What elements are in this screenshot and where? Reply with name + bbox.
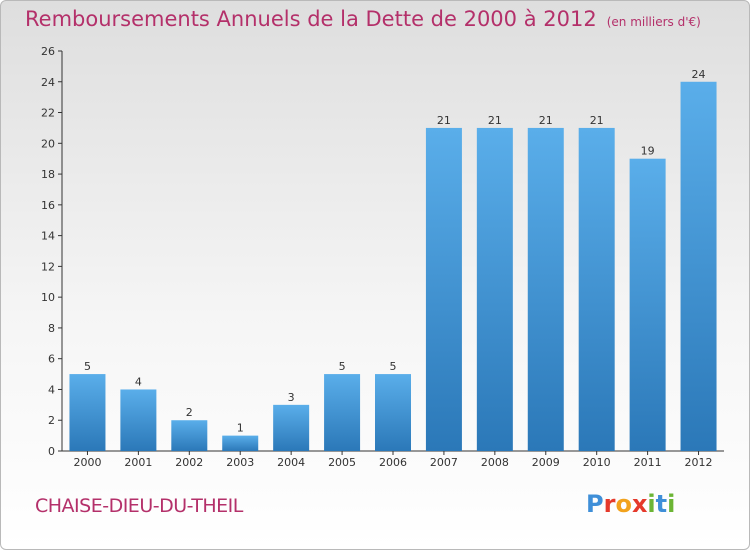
bar	[120, 389, 157, 451]
x-tick-label: 2009	[532, 456, 560, 469]
x-tick-label: 2010	[583, 456, 611, 469]
x-tick-label: 2011	[634, 456, 662, 469]
plot-area: 0246810121416182022242652000420012200212…	[41, 45, 724, 469]
y-tick-label: 24	[41, 76, 55, 89]
bar-value-label: 24	[692, 68, 706, 81]
y-tick-label: 16	[41, 199, 55, 212]
x-tick-label: 2006	[379, 456, 407, 469]
bar	[629, 158, 666, 451]
bar	[273, 404, 310, 451]
y-tick-label: 18	[41, 168, 55, 181]
bar	[425, 127, 462, 451]
bar	[578, 127, 615, 451]
x-tick-label: 2002	[175, 456, 203, 469]
y-tick-label: 8	[48, 322, 55, 335]
bar-value-label: 21	[437, 114, 451, 127]
y-tick-label: 6	[48, 353, 55, 366]
logo-letter: i	[667, 490, 676, 518]
bar	[476, 127, 513, 451]
bar-value-label: 5	[84, 360, 91, 373]
bar	[222, 435, 259, 451]
logo-letter: P	[586, 490, 604, 518]
bar-value-label: 5	[390, 360, 397, 373]
y-tick-label: 22	[41, 107, 55, 120]
bar-value-label: 1	[237, 422, 244, 435]
y-tick-label: 14	[41, 230, 55, 243]
x-tick-label: 2005	[328, 456, 356, 469]
proxiti-logo: Proxiti	[586, 490, 675, 518]
bar-value-label: 21	[590, 114, 604, 127]
bar-value-label: 3	[288, 391, 295, 404]
bar-value-label: 21	[539, 114, 553, 127]
y-tick-label: 12	[41, 260, 55, 273]
x-tick-label: 2008	[481, 456, 509, 469]
commune-name: CHAISE-DIEU-DU-THEIL	[35, 495, 243, 517]
bar-value-label: 4	[135, 375, 142, 388]
y-tick-label: 0	[48, 445, 55, 458]
logo-letter: r	[603, 490, 616, 518]
bar	[680, 81, 717, 452]
y-tick-label: 26	[41, 45, 55, 58]
bar-value-label: 19	[641, 145, 655, 158]
logo-letter: i	[647, 490, 656, 518]
bar	[324, 374, 361, 451]
logo-letter: x	[631, 490, 648, 518]
bar-value-label: 2	[186, 406, 193, 419]
x-tick-label: 2001	[124, 456, 152, 469]
bar	[375, 374, 411, 451]
y-tick-label: 20	[41, 137, 55, 150]
chart-title-text: Remboursements Annuels de la Dette de 20…	[25, 7, 597, 31]
bar	[69, 374, 106, 451]
chart-subtitle: (en milliers d'€)	[606, 15, 701, 29]
x-tick-label: 2004	[277, 456, 305, 469]
x-tick-label: 2000	[73, 456, 101, 469]
x-tick-label: 2012	[685, 456, 713, 469]
bar-value-label: 21	[488, 114, 502, 127]
bar	[171, 420, 208, 451]
y-tick-label: 2	[48, 414, 55, 427]
y-tick-label: 10	[41, 291, 55, 304]
bar-value-label: 5	[339, 360, 346, 373]
logo-letter: t	[655, 490, 668, 518]
logo-letter: o	[615, 490, 632, 518]
x-tick-label: 2003	[226, 456, 254, 469]
bar	[527, 127, 564, 451]
x-tick-label: 2007	[430, 456, 458, 469]
chart-title: Remboursements Annuels de la Dette de 20…	[25, 7, 701, 31]
y-tick-label: 4	[48, 383, 55, 396]
